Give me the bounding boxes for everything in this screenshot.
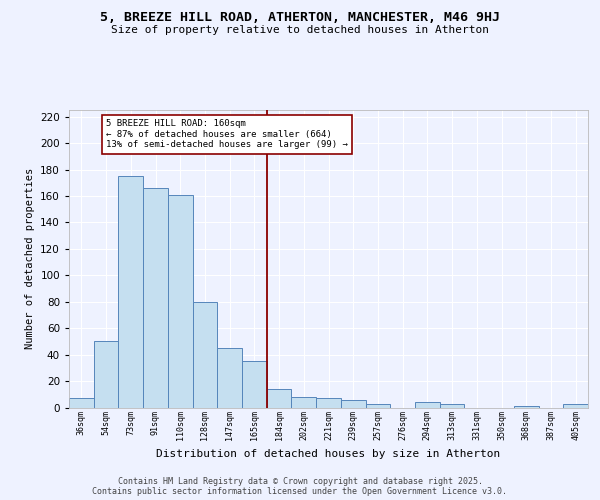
Bar	[242, 361, 267, 408]
Bar	[267, 389, 292, 407]
Bar	[365, 404, 390, 407]
Bar	[69, 398, 94, 407]
Text: 5, BREEZE HILL ROAD, ATHERTON, MANCHESTER, M46 9HJ: 5, BREEZE HILL ROAD, ATHERTON, MANCHESTE…	[100, 11, 500, 24]
Text: Contains HM Land Registry data © Crown copyright and database right 2025.
Contai: Contains HM Land Registry data © Crown c…	[92, 476, 508, 496]
Y-axis label: Number of detached properties: Number of detached properties	[25, 168, 35, 350]
Bar	[440, 404, 464, 407]
Bar	[193, 302, 217, 408]
Bar	[514, 406, 539, 407]
Bar	[118, 176, 143, 408]
Bar	[143, 188, 168, 408]
Bar	[217, 348, 242, 408]
Bar	[168, 194, 193, 408]
Bar	[316, 398, 341, 407]
Bar	[292, 397, 316, 407]
Bar	[563, 404, 588, 407]
Bar	[94, 342, 118, 407]
X-axis label: Distribution of detached houses by size in Atherton: Distribution of detached houses by size …	[157, 448, 500, 458]
Text: Size of property relative to detached houses in Atherton: Size of property relative to detached ho…	[111, 25, 489, 35]
Bar	[415, 402, 440, 407]
Text: 5 BREEZE HILL ROAD: 160sqm
← 87% of detached houses are smaller (664)
13% of sem: 5 BREEZE HILL ROAD: 160sqm ← 87% of deta…	[106, 120, 348, 149]
Bar	[341, 400, 365, 407]
